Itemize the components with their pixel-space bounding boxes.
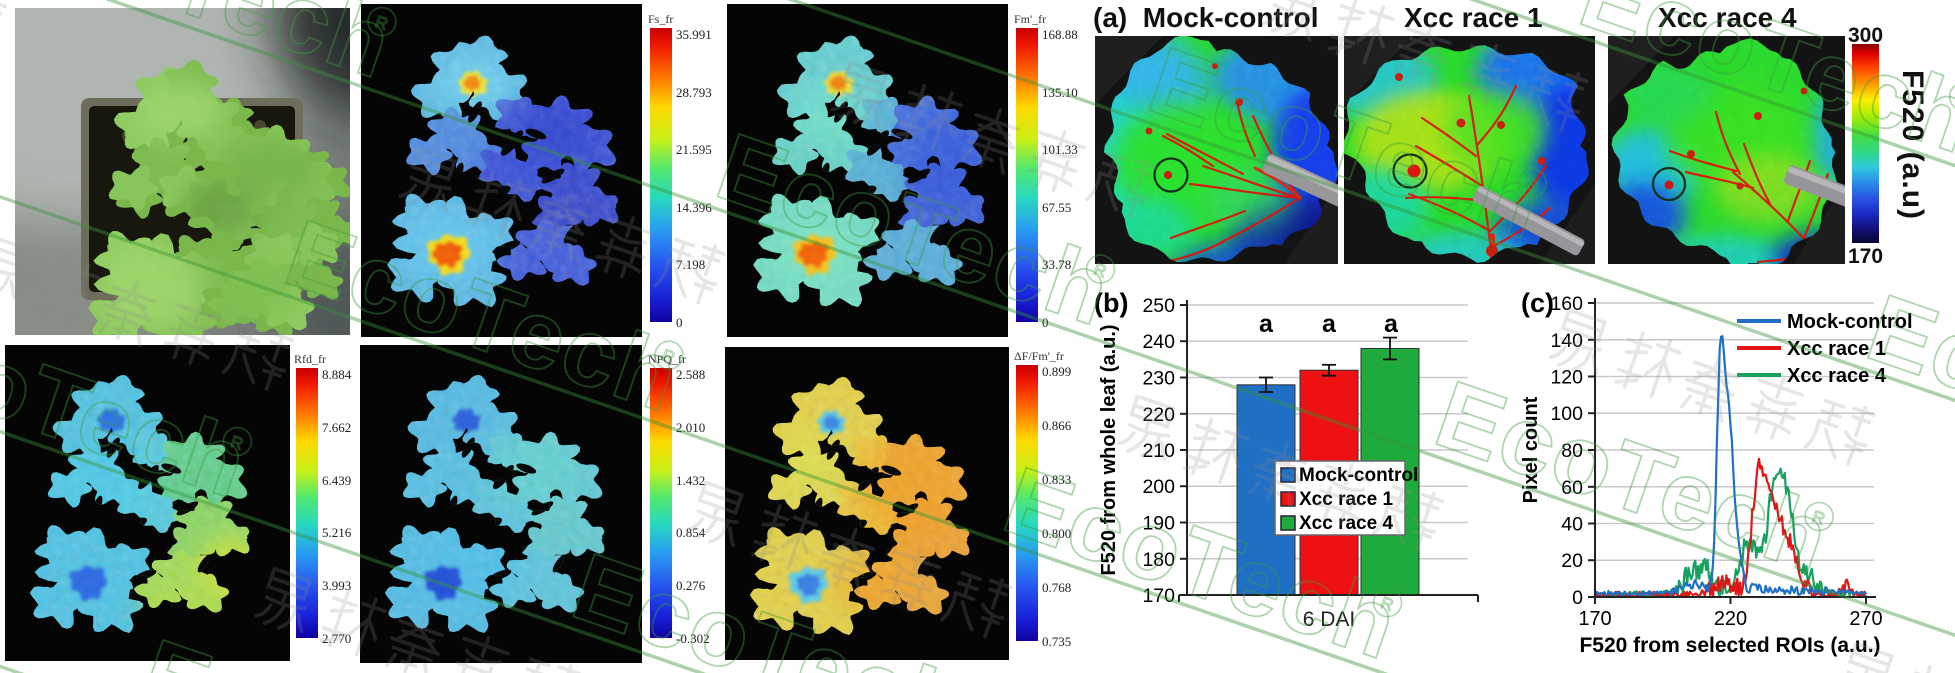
svg-text:Mock-control: Mock-control — [1787, 311, 1913, 333]
svg-text:220: 220 — [1714, 608, 1747, 630]
svg-text:F520 from selected ROIs (a.u.): F520 from selected ROIs (a.u.) — [1579, 634, 1880, 657]
svg-text:190: 190 — [1142, 513, 1175, 535]
svg-text:270: 270 — [1849, 608, 1882, 630]
svg-text:240: 240 — [1142, 331, 1175, 353]
svg-text:(b): (b) — [1094, 288, 1128, 318]
svg-text:140: 140 — [1550, 330, 1583, 352]
svg-text:40: 40 — [1561, 514, 1583, 536]
svg-text:250: 250 — [1142, 295, 1175, 317]
svg-text:a: a — [1322, 310, 1337, 338]
svg-text:60: 60 — [1561, 477, 1583, 499]
svg-text:230: 230 — [1142, 368, 1175, 390]
svg-text:220: 220 — [1142, 404, 1175, 426]
svg-text:120: 120 — [1550, 367, 1583, 389]
svg-text:Xcc race 1: Xcc race 1 — [1787, 338, 1886, 360]
svg-text:100: 100 — [1550, 403, 1583, 425]
svg-text:a: a — [1259, 310, 1274, 338]
svg-text:80: 80 — [1561, 440, 1583, 462]
svg-text:160: 160 — [1550, 293, 1583, 315]
svg-text:(c): (c) — [1521, 288, 1554, 318]
svg-text:Xcc race 4: Xcc race 4 — [1299, 513, 1393, 534]
svg-text:Mock-control: Mock-control — [1299, 465, 1418, 486]
svg-text:6 DAI: 6 DAI — [1303, 608, 1356, 631]
svg-text:Xcc race 1: Xcc race 1 — [1299, 489, 1393, 510]
svg-text:Xcc race 4: Xcc race 4 — [1787, 365, 1887, 387]
svg-text:a: a — [1384, 310, 1399, 338]
svg-text:Pixel count: Pixel count — [1520, 396, 1542, 503]
svg-text:170: 170 — [1142, 585, 1175, 607]
svg-text:200: 200 — [1142, 476, 1175, 498]
svg-text:210: 210 — [1142, 440, 1175, 462]
svg-text:180: 180 — [1142, 549, 1175, 571]
svg-text:0: 0 — [1572, 587, 1583, 609]
svg-text:170: 170 — [1578, 608, 1611, 630]
svg-text:20: 20 — [1561, 550, 1583, 572]
svg-text:F520 from whole leaf (a.u.): F520 from whole leaf (a.u.) — [1098, 324, 1120, 575]
